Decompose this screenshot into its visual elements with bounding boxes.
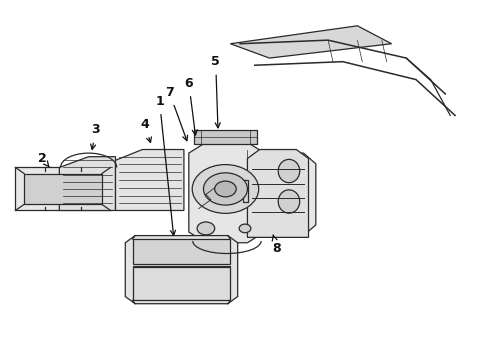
Polygon shape (189, 142, 265, 243)
Polygon shape (230, 26, 392, 58)
Text: 3: 3 (91, 123, 100, 149)
Polygon shape (116, 149, 184, 211)
Polygon shape (265, 153, 316, 235)
Polygon shape (243, 180, 248, 202)
Text: 8: 8 (272, 235, 281, 255)
Polygon shape (24, 174, 102, 204)
Polygon shape (59, 157, 116, 211)
Text: 7: 7 (165, 86, 188, 141)
Ellipse shape (278, 159, 300, 183)
Polygon shape (125, 235, 238, 304)
Circle shape (215, 181, 236, 197)
Text: 2: 2 (38, 152, 49, 167)
Polygon shape (15, 167, 111, 211)
Text: 1: 1 (155, 95, 175, 235)
Circle shape (192, 165, 259, 213)
Polygon shape (247, 149, 309, 237)
Text: 6: 6 (185, 77, 197, 135)
Polygon shape (133, 239, 230, 264)
Circle shape (239, 224, 251, 233)
Polygon shape (133, 267, 230, 300)
Circle shape (203, 173, 247, 205)
Text: 4: 4 (141, 118, 151, 143)
Ellipse shape (278, 190, 300, 213)
Circle shape (197, 222, 215, 235)
Text: 5: 5 (211, 55, 220, 128)
Polygon shape (194, 130, 257, 144)
